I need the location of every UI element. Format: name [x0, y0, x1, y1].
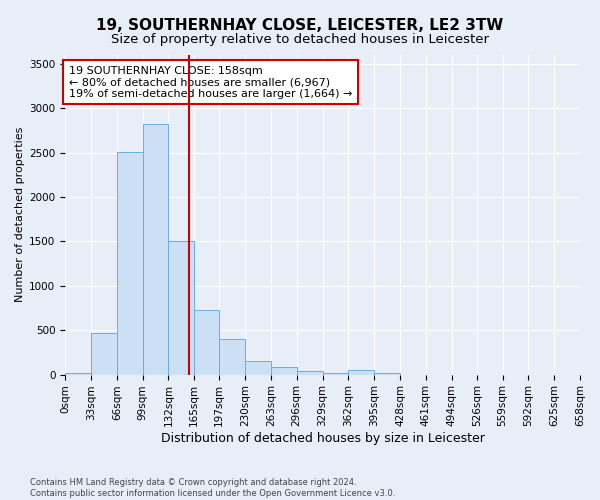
Y-axis label: Number of detached properties: Number of detached properties — [15, 127, 25, 302]
Bar — [65, 373, 91, 374]
Bar — [169, 240, 194, 374]
Bar — [219, 339, 245, 374]
Bar — [245, 362, 271, 374]
Bar — [194, 310, 219, 374]
Bar — [349, 370, 374, 374]
Text: 19, SOUTHERNHAY CLOSE, LEICESTER, LE2 3TW: 19, SOUTHERNHAY CLOSE, LEICESTER, LE2 3T… — [97, 18, 503, 32]
Bar — [374, 373, 400, 374]
Bar — [117, 152, 143, 374]
Bar — [143, 124, 169, 374]
Bar — [323, 373, 349, 374]
Text: 19 SOUTHERNHAY CLOSE: 158sqm
← 80% of detached houses are smaller (6,967)
19% of: 19 SOUTHERNHAY CLOSE: 158sqm ← 80% of de… — [69, 66, 352, 99]
X-axis label: Distribution of detached houses by size in Leicester: Distribution of detached houses by size … — [161, 432, 485, 445]
Text: Contains HM Land Registry data © Crown copyright and database right 2024.
Contai: Contains HM Land Registry data © Crown c… — [30, 478, 395, 498]
Bar — [297, 370, 323, 374]
Bar — [271, 368, 297, 374]
Text: Size of property relative to detached houses in Leicester: Size of property relative to detached ho… — [111, 32, 489, 46]
Bar — [91, 333, 117, 374]
